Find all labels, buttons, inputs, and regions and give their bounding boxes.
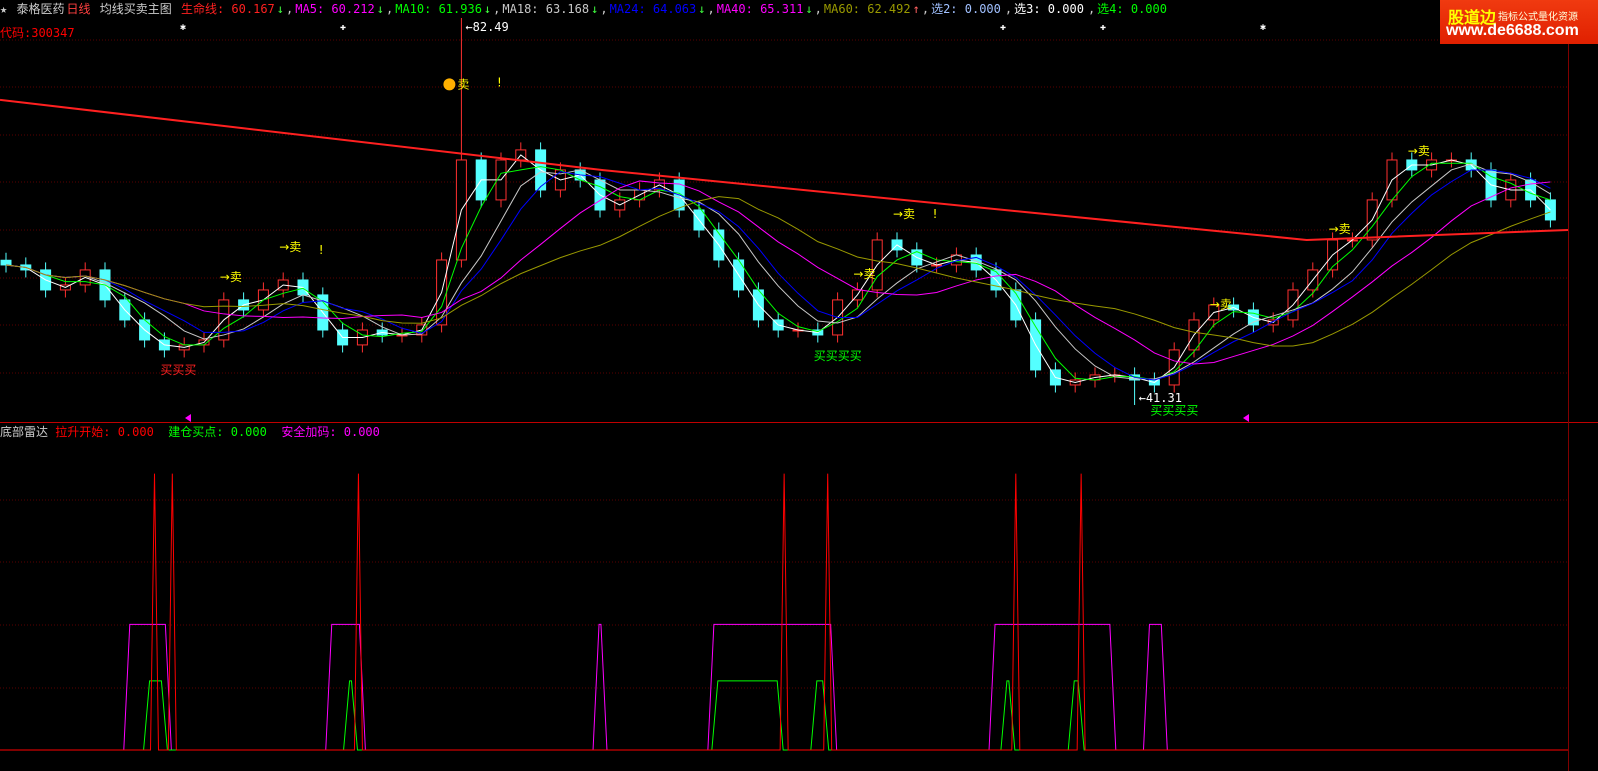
indicator-4: MA24: 64.063: [609, 2, 697, 16]
sub-item-2: 安全加码: 0.000: [281, 425, 380, 439]
url: www.de6688.com: [1446, 22, 1579, 39]
face-icon: [443, 78, 456, 91]
period-label[interactable]: 日线: [66, 2, 91, 16]
ma-line-MA60: [5, 196, 1551, 347]
separator: ,: [286, 2, 294, 16]
stock-code: 代码:300347: [0, 26, 75, 40]
scroll-left-icon: [1243, 414, 1249, 422]
low-label: ←41.31: [1139, 391, 1182, 405]
indicator-3: MA18: 63.168: [502, 2, 590, 16]
indicator-6: MA60: 62.492: [823, 2, 911, 16]
ma-line-MA24: [5, 169, 1551, 381]
trend-arrow-icon: ↓: [276, 2, 285, 16]
high-label: ←82.49: [465, 20, 508, 34]
separator: ,: [921, 2, 930, 16]
signal-label: →卖: [220, 270, 242, 284]
main-header: ★ 泰格医药 日线 均线买卖主图 生命线: 60.167 ↓, MA5: 60.212…: [0, 2, 1173, 16]
separator: ,: [814, 2, 822, 16]
stock-name: 泰格医药: [16, 2, 65, 16]
indicator-7: 选2: 0.000: [931, 2, 1001, 16]
star-icon[interactable]: ★: [0, 2, 8, 16]
separator: ,: [707, 2, 715, 16]
marker-icon: ✚: [1000, 22, 1006, 33]
template-name: 均线买卖主图: [99, 2, 172, 16]
signal-label: →卖: [1329, 222, 1351, 236]
brand: 股道边: [1448, 10, 1497, 27]
trend-arrow-icon: ↓: [483, 2, 492, 16]
signal-label: !: [319, 243, 324, 257]
indicator-9: 选4: 0.000: [1097, 2, 1167, 16]
signal-label: →卖: [1210, 297, 1232, 311]
indicator-0: 生命线: 60.167: [180, 2, 275, 16]
indicator-建仓买点: [0, 680, 1568, 751]
signal-label: 卖: [457, 77, 469, 91]
signal-label: !: [497, 75, 502, 89]
ma-line-MA18: [5, 163, 1551, 380]
separator: ,: [1087, 2, 1096, 16]
indicator-拉升开始: [0, 473, 1568, 751]
separator: ,: [1004, 2, 1013, 16]
trend-arrow-icon: ↓: [376, 2, 384, 16]
indicator-8: 选3: 0.000: [1014, 2, 1084, 16]
marker-icon: ✚: [1100, 22, 1106, 33]
signal-label: →卖: [853, 267, 875, 281]
signal-label: →卖: [893, 207, 915, 221]
candle-body: [0, 259, 12, 266]
signal-label: !: [933, 207, 938, 221]
separator: ,: [385, 2, 394, 16]
trend-arrow-icon: ↓: [698, 2, 706, 16]
indicator-安全加码: [0, 623, 1568, 751]
indicator-1: MA5: 60.212: [295, 2, 375, 16]
indicator-2: MA10: 61.936: [395, 2, 482, 16]
signal-label: →卖: [279, 240, 301, 254]
signal-label: 买买买买: [814, 349, 862, 363]
marker-icon: ✱: [180, 22, 186, 33]
sub-item-0: 拉升开始: 0.000: [55, 425, 154, 439]
ma-line-MA5: [5, 154, 1551, 384]
signal-label: 买买买买: [1150, 403, 1198, 417]
trend-arrow-icon: ↑: [912, 2, 920, 16]
indicator-list: 生命线: 60.167 ↓, MA5: 60.212 ↓, MA10: 61.936 ↓,…: [181, 2, 1171, 16]
signal-label: →卖: [1408, 144, 1430, 158]
sub-header: 底部雷达 拉升开始: 0.000, 建仓买点: 0.000, 安全加码: 0.0…: [0, 425, 380, 439]
ma-line-MA40: [5, 180, 1551, 365]
life-line: [0, 98, 1569, 241]
sub-item-1: 建仓买点: 0.000: [168, 425, 267, 439]
slogan: 指标公式量化资源: [1498, 12, 1578, 23]
sub-title: 底部雷达: [0, 425, 49, 439]
signal-label: 买买买: [160, 363, 196, 377]
trend-arrow-icon: ↓: [591, 2, 599, 16]
separator: ,: [600, 2, 608, 16]
marker-icon: ✚: [340, 22, 346, 33]
indicator-5: MA40: 65.311: [716, 2, 804, 16]
separator: ,: [493, 2, 501, 16]
scroll-left-icon: [185, 414, 191, 422]
marker-icon: ✱: [1260, 22, 1266, 33]
trend-arrow-icon: ↓: [805, 2, 813, 16]
watermark-logo: 股道边 指标公式量化资源 www.de6688.com: [1440, 0, 1598, 44]
